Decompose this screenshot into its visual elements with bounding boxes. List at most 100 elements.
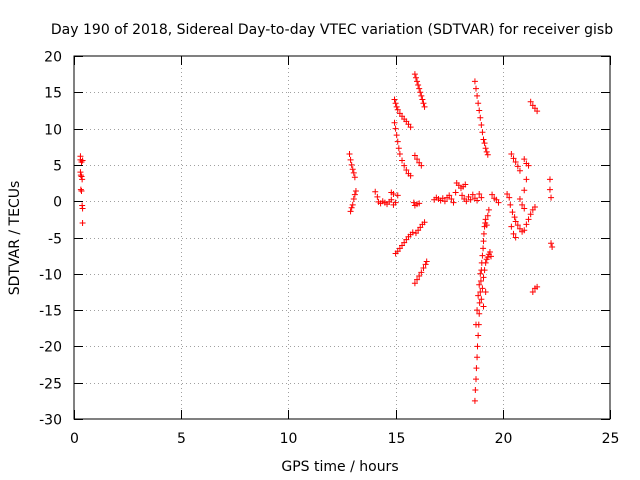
data-point xyxy=(417,89,424,96)
data-point xyxy=(534,283,541,290)
data-point xyxy=(479,252,486,259)
data-point xyxy=(482,288,489,295)
data-point xyxy=(79,157,86,164)
data-point xyxy=(450,199,457,206)
data-point xyxy=(484,212,491,219)
data-point xyxy=(480,274,487,281)
chart-title: Day 190 of 2018, Sidereal Day-to-day VTE… xyxy=(51,22,613,38)
y-tick-label: -30 xyxy=(39,413,62,429)
data-point xyxy=(411,280,418,287)
data-point xyxy=(525,216,532,223)
data-point xyxy=(394,106,401,113)
x-axis-label: GPS time / hours xyxy=(281,459,398,475)
data-point xyxy=(348,161,355,168)
axis-ticks xyxy=(74,56,611,420)
data-point xyxy=(409,229,416,236)
data-point xyxy=(452,189,459,196)
data-point xyxy=(78,188,85,195)
data-point xyxy=(420,100,427,107)
data-point xyxy=(474,92,481,99)
x-tick-label: 0 xyxy=(70,431,79,447)
data-point xyxy=(416,85,423,92)
data-point xyxy=(411,152,418,159)
data-point xyxy=(480,245,487,252)
data-point xyxy=(414,276,421,283)
data-point xyxy=(523,221,530,228)
y-tick-label: -5 xyxy=(48,232,62,248)
data-point xyxy=(480,136,487,143)
y-tick-label: -20 xyxy=(39,340,62,356)
y-tick-label: -25 xyxy=(39,377,62,393)
data-point xyxy=(508,223,515,230)
data-point xyxy=(474,307,481,314)
data-point xyxy=(418,92,425,99)
data-point xyxy=(423,258,430,265)
data-point xyxy=(507,201,514,208)
data-point xyxy=(483,222,490,229)
data-point xyxy=(407,124,414,131)
data-point xyxy=(476,310,483,317)
data-point xyxy=(391,119,398,126)
data-point xyxy=(472,386,479,393)
data-point xyxy=(510,155,517,162)
data-point xyxy=(482,145,489,152)
data-point xyxy=(395,145,402,152)
data-point xyxy=(521,156,528,163)
data-point xyxy=(347,156,354,163)
data-point xyxy=(504,190,511,197)
data-point xyxy=(519,201,526,208)
data-point xyxy=(77,172,84,179)
data-point xyxy=(79,219,86,226)
data-point xyxy=(529,288,536,295)
data-point xyxy=(521,187,528,194)
data-point xyxy=(349,166,356,173)
y-tick-label: 5 xyxy=(53,159,62,175)
data-point xyxy=(525,162,532,169)
data-point xyxy=(488,253,495,260)
data-point xyxy=(484,151,491,158)
data-point xyxy=(416,272,423,279)
data-point xyxy=(390,190,397,197)
data-point xyxy=(477,288,484,295)
data-point xyxy=(388,196,395,203)
data-point xyxy=(473,376,479,383)
data-point xyxy=(412,74,419,81)
data-point xyxy=(421,103,428,110)
data-point xyxy=(396,151,403,158)
data-point xyxy=(475,332,482,339)
data-point xyxy=(484,254,491,261)
data-point xyxy=(467,196,474,203)
data-point xyxy=(77,186,84,193)
data-point xyxy=(350,196,357,203)
data-point xyxy=(477,114,484,121)
data-point xyxy=(477,270,484,277)
data-point xyxy=(394,138,401,145)
data-point xyxy=(476,107,483,114)
data-point xyxy=(350,169,357,176)
data-point xyxy=(401,162,408,169)
data-point xyxy=(476,190,483,197)
data-point xyxy=(415,82,422,89)
data-point xyxy=(351,191,358,198)
data-point xyxy=(394,192,401,199)
data-point xyxy=(483,148,490,155)
data-point xyxy=(521,227,528,234)
data-point xyxy=(347,208,354,215)
data-point xyxy=(403,166,410,173)
data-points xyxy=(77,71,556,404)
data-point xyxy=(407,172,414,179)
data-point xyxy=(448,196,455,203)
data-point xyxy=(78,158,85,165)
data-point xyxy=(416,200,423,207)
data-point xyxy=(523,176,530,183)
data-point xyxy=(478,296,485,303)
data-point xyxy=(473,85,479,92)
data-point xyxy=(462,181,469,188)
data-point xyxy=(372,188,379,195)
data-point xyxy=(527,98,534,105)
data-point xyxy=(79,176,86,183)
data-point xyxy=(480,238,487,245)
x-tick-label: 10 xyxy=(280,431,298,447)
data-point xyxy=(392,125,399,132)
data-point xyxy=(414,78,421,85)
